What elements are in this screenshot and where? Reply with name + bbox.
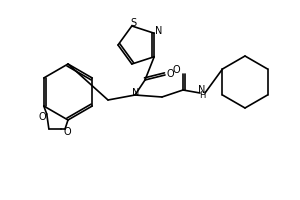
- Text: S: S: [131, 18, 137, 28]
- Text: N: N: [132, 88, 140, 98]
- Text: O: O: [63, 127, 71, 137]
- Text: H: H: [199, 92, 205, 100]
- Text: O: O: [39, 112, 46, 122]
- Text: N: N: [198, 85, 206, 95]
- Text: O: O: [166, 69, 174, 79]
- Text: N: N: [155, 26, 163, 36]
- Text: O: O: [172, 65, 180, 75]
